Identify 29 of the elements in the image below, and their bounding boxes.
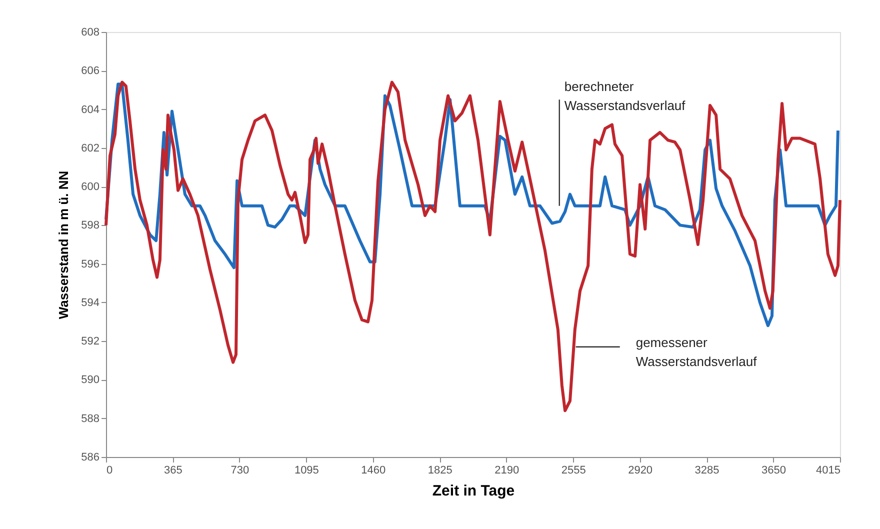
- x-tick-label: 1095: [294, 464, 319, 476]
- x-tick-label: 365: [164, 464, 182, 476]
- y-tick-label: 588: [81, 412, 100, 425]
- y-tick-label: 586: [81, 452, 100, 464]
- x-tick-label: 3285: [694, 464, 720, 476]
- line-series: [104, 80, 842, 412]
- y-tick-label: 606: [81, 65, 100, 78]
- y-tick-label: 602: [81, 142, 100, 154]
- x-axis-title: Zeit in Tage: [432, 482, 515, 500]
- y-tick-label: 600: [81, 181, 100, 194]
- y-tick-label: 594: [81, 296, 100, 309]
- x-tick-label: 1825: [428, 464, 452, 476]
- annotation: gemessener Wasserstandsverlauf: [636, 334, 758, 369]
- x-tick-label: 2920: [628, 464, 653, 476]
- x-tick-label: 0: [106, 464, 113, 476]
- x-tick-label: 1460: [361, 464, 386, 476]
- y-axis-title: Wasserstand in m ü. NN: [56, 170, 72, 320]
- annotation: berechneter Wasserstandsverlauf: [564, 78, 686, 113]
- x-tick-label: 3650: [762, 464, 786, 476]
- y-tick-label: 598: [81, 220, 100, 232]
- x-tick-label: 730: [230, 464, 250, 476]
- x-tick-label: 4015: [816, 464, 840, 476]
- y-tick-label: 604: [81, 104, 100, 116]
- y-tick-label: 590: [81, 374, 100, 386]
- y-tick-label: 592: [81, 336, 100, 348]
- x-tick-label: 2555: [561, 464, 586, 476]
- y-tick-label: 596: [81, 258, 100, 270]
- y-tick-label: 608: [81, 26, 100, 38]
- x-tick-label: 2190: [494, 464, 520, 476]
